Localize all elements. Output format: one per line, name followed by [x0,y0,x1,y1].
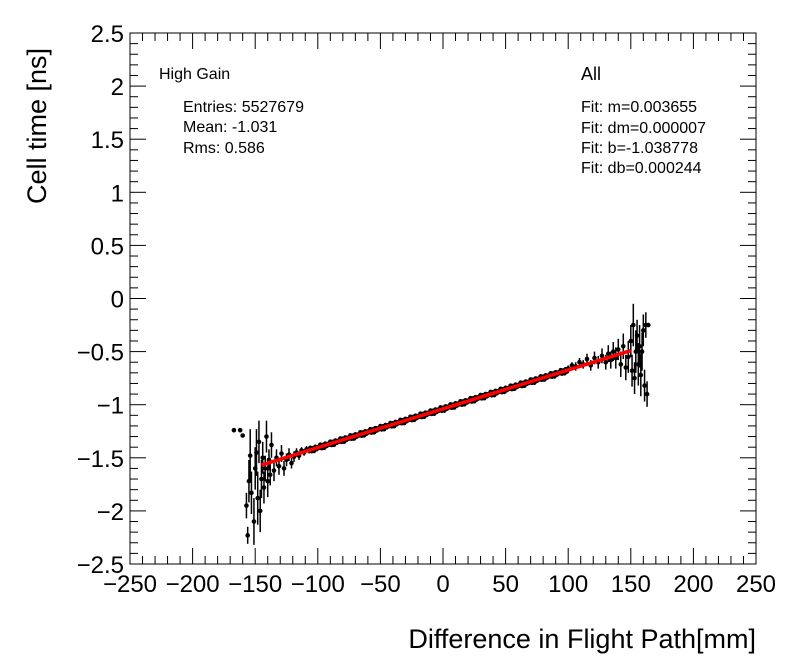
fit-line [260,348,632,467]
data-point [646,322,651,328]
y-tick-label: −0.5 [77,340,124,367]
data-point [271,468,277,473]
x-tick-label: −250 [103,571,157,598]
fit-b: Fit: b=-1.038778 [581,140,698,157]
data-point [637,343,642,349]
data-point [245,533,250,538]
data-point [623,365,629,370]
data-point [584,356,590,362]
x-tick-label: −100 [291,571,345,598]
data-point [281,466,287,471]
data-point [237,427,243,433]
data-point [638,372,644,378]
x-tick-label: 200 [673,571,713,598]
y-tick-label: 1.5 [91,127,124,154]
data-point [618,362,624,367]
fit-dm: Fit: dm=0.000007 [581,120,706,137]
y-tick-label: −2.5 [77,552,124,579]
y-tick-label: 0.5 [91,233,124,260]
x-tick-label: 50 [492,571,519,598]
y-tick-label: −1 [97,393,124,420]
x-tick-label: 250 [736,571,776,598]
tick-labels: −250 −200 −150 −100 −50 0 50 100 150 200 250 −2.5 −2… [77,21,776,598]
data-point [641,328,646,333]
data-point [267,472,273,478]
selection-label: All [581,64,601,84]
data-point [605,351,611,357]
data-point [261,485,267,490]
data-point [610,349,616,354]
y-tick-label: −2 [97,499,124,526]
data-point [257,508,263,514]
data-markers [231,303,651,545]
data-point [244,503,249,508]
y-tick-label: 0 [111,287,124,314]
y-tick-label: 1 [111,180,124,207]
x-tick-label: −200 [166,571,220,598]
data-point [644,391,650,397]
data-point [262,466,268,471]
data-point [631,322,636,328]
y-tick-label: 2 [111,74,124,101]
fit-m: Fit: m=0.003655 [581,99,697,116]
data-point [249,490,254,496]
x-tick-label: 150 [611,571,651,598]
data-point [264,434,269,439]
data-point [592,355,597,361]
axis-ticks [129,32,757,565]
data-point [642,383,647,388]
data-point [247,453,253,458]
data-point [629,368,635,374]
x-tick-label: −150 [228,571,282,598]
stat-rms: Rms: 0.586 [183,140,265,157]
y-tick-label: 2.5 [91,21,124,48]
plot-frame [129,32,757,565]
data-point [625,354,631,360]
stat-entries: Entries: 5527679 [183,99,304,116]
data-point [603,359,609,365]
x-tick-label: 100 [548,571,588,598]
y-axis-title: Cell time [ns] [22,48,52,204]
data-point [577,359,582,365]
data-point [279,451,284,456]
fit-db: Fit: db=0.000244 [581,160,702,177]
x-axis-title: Difference in Flight Path[mm] [408,624,756,654]
data-point [634,333,640,338]
data-point [632,375,637,381]
data-point [260,455,266,461]
data-point [269,442,274,448]
data-point [639,349,645,354]
data-point [276,463,282,469]
data-point [265,478,271,484]
data-point [628,338,634,344]
gain-label: High Gain [159,66,230,83]
data-point [231,427,237,433]
data-point [289,460,294,466]
data-point [240,433,245,438]
data-point [259,476,264,482]
data-point [615,347,621,352]
x-tick-label: 0 [436,571,449,598]
data-point [251,519,257,524]
stat-mean: Mean: -1.031 [183,119,277,136]
data-point [620,343,626,349]
data-point [569,363,575,368]
data-point [599,353,605,359]
data-point [255,495,261,501]
x-tick-label: −50 [360,571,401,598]
data-point [256,439,262,445]
y-tick-label: −1.5 [77,446,124,473]
data-point [254,450,259,455]
